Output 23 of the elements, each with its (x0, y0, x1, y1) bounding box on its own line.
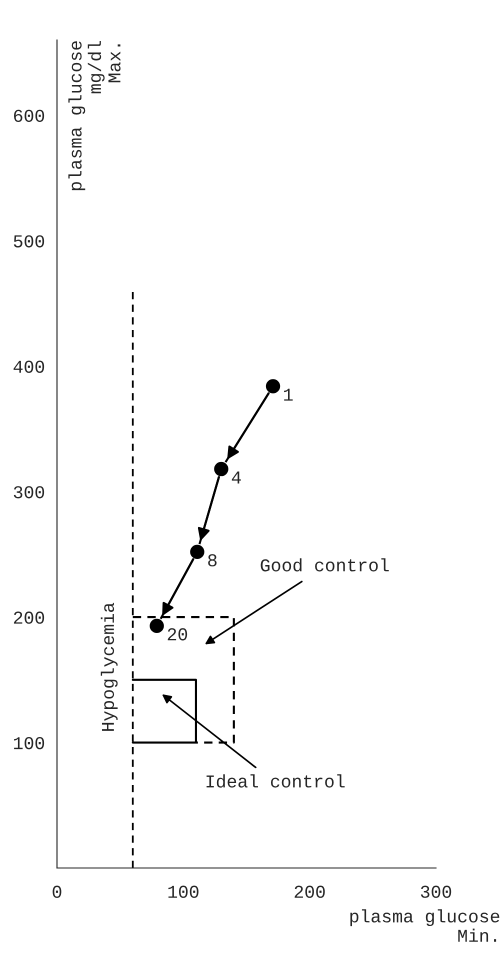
x-tick-label: 100 (168, 886, 198, 898)
y-tick-label: 200 (14, 612, 44, 624)
point (213, 460, 230, 478)
annotation: 20 (168, 628, 188, 640)
ref-line-label: Hypoglycemia (100, 602, 118, 731)
annotation: Ideal control (206, 774, 345, 788)
x-axis-title: plasma glucose Min. (350, 909, 500, 942)
annotation: 8 (208, 554, 217, 566)
point (189, 544, 206, 560)
annotation: 4 (232, 472, 241, 484)
x-tick-label: 300 (420, 886, 452, 898)
y-tick-label: 500 (14, 235, 44, 248)
point (264, 378, 282, 394)
y-tick-label: 300 (14, 486, 44, 498)
annotation: 1 (284, 388, 293, 401)
annotation: Good control (260, 558, 389, 572)
point (148, 618, 165, 634)
x-tick-label: 200 (294, 886, 325, 898)
y-axis-title: plasma glucose mg/dl Max. (68, 41, 121, 190)
y-tick-label: 100 (14, 737, 44, 750)
y-tick-label: 600 (14, 110, 44, 122)
y-tick-label: 400 (14, 360, 44, 373)
x-tick-label: 0 (52, 886, 62, 898)
